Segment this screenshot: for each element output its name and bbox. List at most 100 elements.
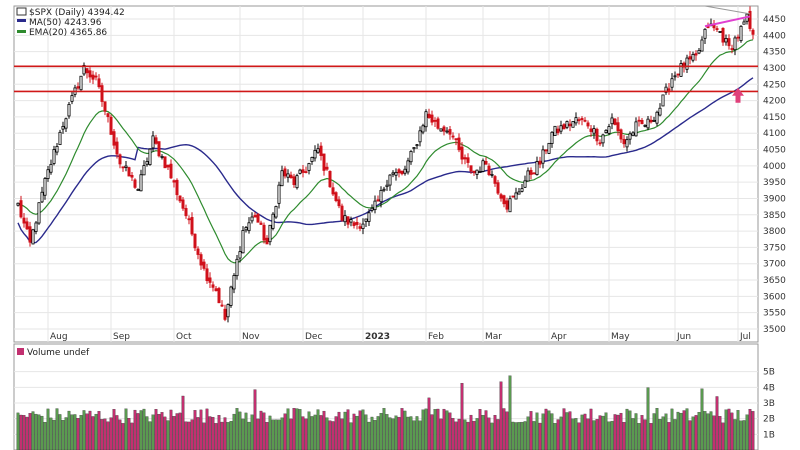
- volume-bar: [286, 408, 290, 450]
- volume-bar: [277, 419, 281, 450]
- volume-bar: [613, 414, 617, 450]
- candle-body: [571, 121, 575, 128]
- volume-bar: [121, 423, 125, 450]
- candle-body: [127, 167, 131, 177]
- candle-body: [16, 202, 20, 206]
- candle-body: [700, 39, 704, 52]
- candle-body: [496, 182, 500, 194]
- volume-bar: [193, 410, 197, 450]
- candle-body: [250, 216, 254, 222]
- volume-bar: [436, 408, 440, 450]
- volume-bar: [697, 412, 701, 450]
- candle-body: [322, 153, 326, 171]
- candle-body: [544, 149, 548, 152]
- volume-bar: [655, 408, 659, 450]
- volume-bar: [532, 421, 536, 450]
- date-tick-label: Aug: [50, 332, 68, 342]
- candle-body: [622, 138, 626, 145]
- volume-bar: [550, 413, 554, 450]
- candle-body: [397, 169, 401, 174]
- volume-bar: [262, 412, 266, 450]
- volume-bar: [589, 408, 593, 450]
- volume-bar: [439, 418, 443, 450]
- volume-bar: [610, 420, 614, 450]
- volume-bar: [199, 409, 203, 450]
- candle-body: [325, 166, 329, 170]
- date-tick-label: Dec: [305, 332, 322, 342]
- volume-bar: [100, 419, 104, 450]
- candle-body: [490, 174, 494, 176]
- volume-bar: [82, 410, 86, 450]
- candle-body: [664, 86, 668, 93]
- candle-body: [685, 57, 689, 70]
- volume-bar: [208, 416, 212, 450]
- volume-bar: [535, 412, 539, 450]
- candle-body: [205, 268, 209, 282]
- volume-bar: [724, 409, 728, 450]
- volume-bar: [70, 414, 74, 450]
- volume-bar: [226, 422, 230, 450]
- candle-body: [589, 128, 593, 132]
- candle-body: [511, 195, 515, 198]
- volume-bar: [424, 408, 428, 450]
- candle-body: [574, 117, 578, 124]
- candle-body: [532, 172, 536, 175]
- volume-bar: [496, 419, 500, 450]
- candle-body: [193, 233, 197, 249]
- candle-body: [619, 129, 623, 140]
- volume-bar: [520, 421, 524, 450]
- price-tick-label: 3850: [763, 211, 786, 221]
- candle-body: [646, 118, 650, 129]
- candle-body: [526, 170, 530, 182]
- volume-bar: [220, 421, 224, 450]
- volume-bar: [670, 408, 674, 450]
- candle-body: [175, 179, 179, 196]
- volume-bar: [484, 410, 488, 450]
- candle-body: [106, 113, 110, 118]
- price-tick-label: 4200: [763, 97, 786, 107]
- candle-body: [556, 128, 560, 134]
- volume-bar: [94, 413, 98, 450]
- volume-bar: [529, 411, 533, 450]
- volume-bar: [460, 383, 464, 450]
- volume-bar: [166, 420, 170, 450]
- volume-bar: [418, 420, 422, 450]
- volume-bar: [196, 417, 200, 450]
- price-tick-label: 3550: [763, 309, 786, 319]
- candle-body: [217, 288, 221, 304]
- volume-bar: [283, 413, 287, 450]
- volume-bar: [157, 414, 161, 450]
- candle-body: [34, 222, 38, 232]
- candle-body: [202, 261, 206, 269]
- volume-bar: [556, 419, 560, 450]
- volume-bar: [679, 412, 683, 450]
- candle-body: [337, 199, 341, 207]
- volume-bar: [37, 414, 41, 450]
- date-tick-label: May: [611, 332, 630, 342]
- volume-bar: [382, 408, 386, 450]
- volume-bar: [508, 375, 512, 450]
- volume-bar: [265, 422, 269, 450]
- volume-bar: [259, 410, 263, 450]
- candle-body: [475, 169, 479, 175]
- volume-bar: [328, 420, 332, 450]
- volume-bar: [271, 419, 275, 450]
- legend-ma50: MA(50) 4243.96: [29, 18, 102, 28]
- candle-body: [451, 135, 455, 138]
- volume-bar: [178, 412, 182, 450]
- candle-body: [418, 130, 422, 143]
- candle-body: [61, 125, 65, 130]
- volume-bar: [667, 422, 671, 450]
- candle-body: [247, 222, 251, 232]
- volume-bar: [310, 416, 314, 450]
- candle-body: [31, 229, 35, 245]
- candle-body: [79, 75, 83, 91]
- volume-bar: [406, 416, 410, 450]
- volume-bar: [175, 413, 179, 450]
- candle-body: [547, 142, 551, 154]
- candle-body: [25, 221, 29, 230]
- volume-bar: [388, 417, 392, 450]
- candle-body: [370, 207, 374, 211]
- volume-bar: [493, 415, 497, 450]
- candle-body: [187, 218, 191, 221]
